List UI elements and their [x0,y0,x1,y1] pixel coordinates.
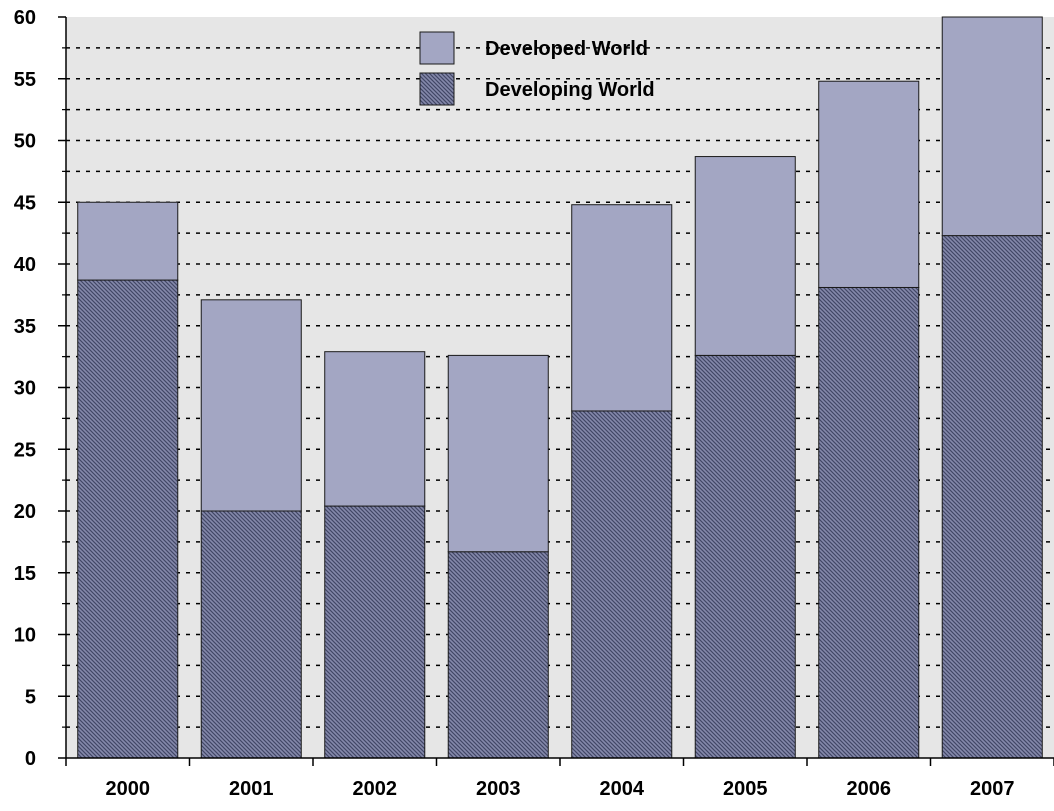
bar-developing-world-2003 [447,551,549,759]
bar-developing-world-2002 [324,505,426,759]
y-tick-label: 55 [14,69,36,91]
bar-developed-world-2000 [77,201,179,281]
x-tick-label: 2004 [600,778,645,800]
legend-label-developed-world: Developed World [485,38,648,60]
y-tick-label: 20 [14,501,36,523]
bar-developed-world-2007 [941,16,1043,237]
legend: Developed World Developing World [419,31,655,106]
x-tick-label: 2002 [353,778,398,800]
bar-developed-world-2006 [818,80,920,288]
x-tick-label: 2007 [970,778,1015,800]
y-tick-label: 45 [14,192,36,214]
y-tick-label: 30 [14,378,36,400]
y-tick-label: 25 [14,439,36,461]
axes: 2000 2001 2002 2003 2004 2005 2006 2007 0 5 10 15 20… [14,7,1054,800]
x-tick-label: 2005 [723,778,768,800]
bar-developing-world-2005 [694,354,796,759]
bar-developed-world-2005 [694,156,796,356]
y-tick-label: 60 [14,7,36,29]
x-tick-label: 2006 [847,778,892,800]
bar-developing-world-2000 [77,279,179,759]
x-tick-label: 2001 [229,778,274,800]
legend-label-developing-world: Developing World [485,79,655,101]
bar-developing-world-2007 [941,235,1043,759]
bar-developed-world-2003 [447,354,549,553]
bars [77,16,1043,759]
y-tick-label: 0 [25,748,36,770]
bar-developing-world-2004 [571,410,673,759]
bar-developed-world-2004 [571,204,673,412]
x-tick-label: 2003 [476,778,521,800]
y-tick-label: 15 [14,563,36,585]
x-tick-label: 2000 [106,778,151,800]
y-tick-label: 10 [14,625,36,647]
y-tick-label: 40 [14,254,36,276]
y-tick-label: 35 [14,316,36,338]
legend-swatch-developed-world [419,31,455,65]
bar-developed-world-2002 [324,351,426,507]
bar-developing-world-2006 [818,286,920,759]
bar-developed-world-2001 [200,299,302,512]
legend-swatch-developing-world [419,72,455,106]
y-tick-label: 50 [14,131,36,153]
bar-developing-world-2001 [200,510,302,759]
y-tick-label: 5 [25,686,36,708]
